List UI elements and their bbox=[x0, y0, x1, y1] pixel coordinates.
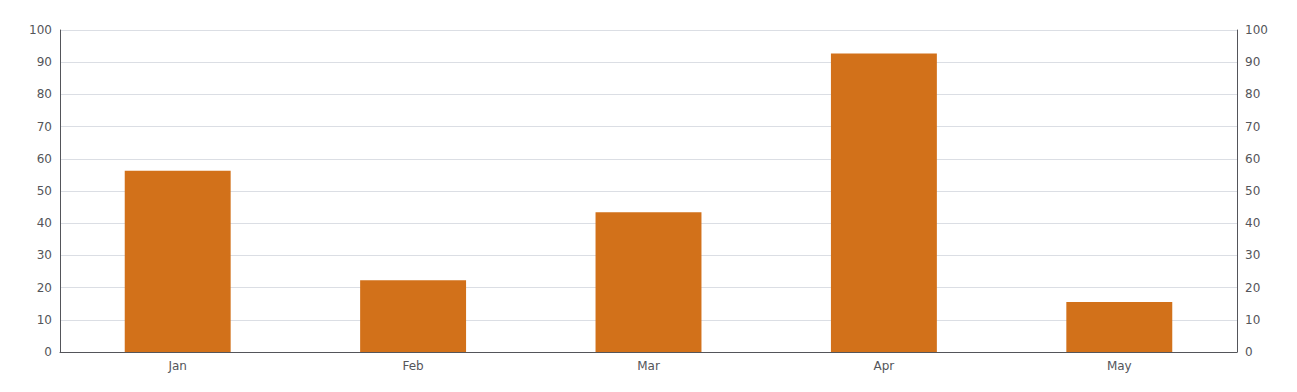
svg-text:40: 40 bbox=[37, 216, 52, 230]
svg-text:20: 20 bbox=[37, 281, 52, 295]
svg-text:0: 0 bbox=[1245, 345, 1253, 359]
svg-text:10: 10 bbox=[1245, 313, 1260, 327]
svg-text:60: 60 bbox=[37, 152, 52, 166]
svg-text:30: 30 bbox=[37, 248, 52, 262]
svg-text:Mar: Mar bbox=[637, 359, 660, 373]
svg-text:90: 90 bbox=[37, 55, 52, 69]
svg-text:May: May bbox=[1107, 359, 1132, 373]
svg-text:50: 50 bbox=[1245, 184, 1260, 198]
svg-text:40: 40 bbox=[1245, 216, 1260, 230]
svg-text:0: 0 bbox=[44, 345, 52, 359]
svg-text:80: 80 bbox=[37, 87, 52, 101]
svg-text:80: 80 bbox=[1245, 87, 1260, 101]
svg-text:Apr: Apr bbox=[874, 359, 895, 373]
svg-text:30: 30 bbox=[1245, 248, 1260, 262]
svg-text:50: 50 bbox=[37, 184, 52, 198]
svg-text:60: 60 bbox=[1245, 152, 1260, 166]
svg-text:Feb: Feb bbox=[402, 359, 423, 373]
svg-text:100: 100 bbox=[1245, 23, 1268, 37]
svg-text:10: 10 bbox=[37, 313, 52, 327]
svg-text:70: 70 bbox=[1245, 120, 1260, 134]
svg-text:90: 90 bbox=[1245, 55, 1260, 69]
svg-text:100: 100 bbox=[29, 23, 52, 37]
svg-text:70: 70 bbox=[37, 120, 52, 134]
svg-text:20: 20 bbox=[1245, 281, 1260, 295]
svg-text:Jan: Jan bbox=[167, 359, 187, 373]
